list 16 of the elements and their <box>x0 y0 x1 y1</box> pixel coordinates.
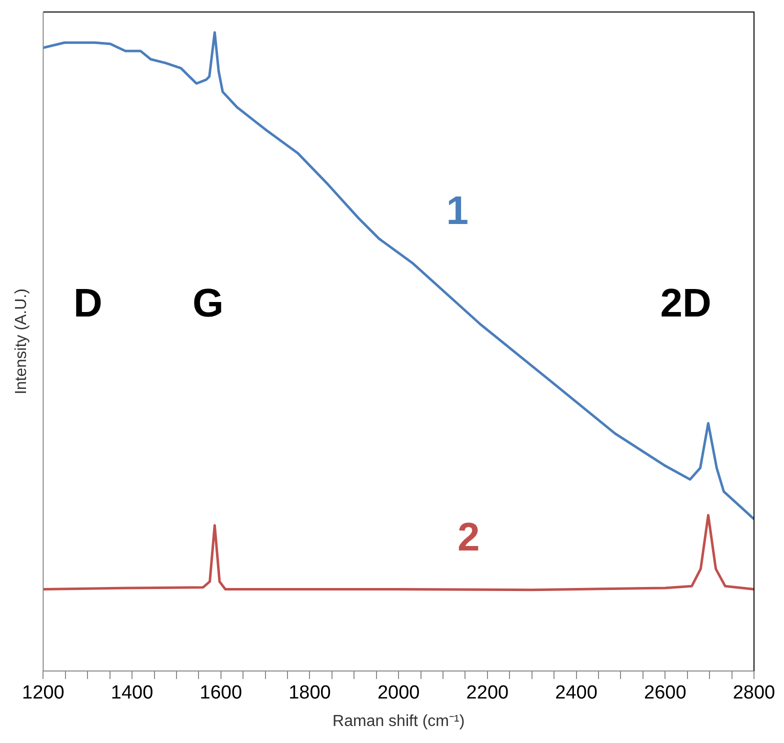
annotation: 2D <box>660 281 712 326</box>
x-tick-label: 1600 <box>200 682 242 704</box>
x-axis-title: Raman shift (cm⁻¹) <box>332 712 465 730</box>
x-tick-label: 2400 <box>555 682 598 704</box>
x-tick-label: 2600 <box>644 682 686 704</box>
x-tick-label: 2000 <box>377 682 420 704</box>
annotation: G <box>192 281 224 326</box>
x-tick-label: 2200 <box>466 682 509 704</box>
series-label: 2 <box>457 515 480 560</box>
x-tick-label: 1400 <box>110 682 154 704</box>
x-tick-label: 2800 <box>732 682 776 704</box>
series-label: 1 <box>446 188 468 233</box>
x-tick-label: 1200 <box>22 682 64 704</box>
x-tick-label: 1800 <box>288 682 331 704</box>
y-axis-title: Intensity (A.U.) <box>13 288 30 394</box>
annotation: D <box>74 281 102 326</box>
